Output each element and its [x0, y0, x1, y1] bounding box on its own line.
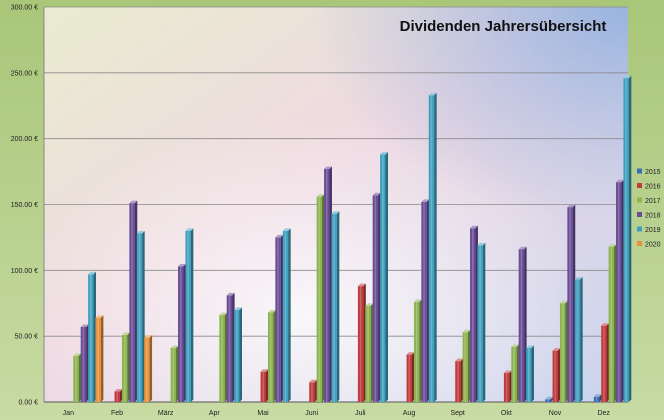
chart-title: Dividenden Jahrersübersicht — [400, 18, 607, 35]
legend-swatch — [637, 168, 642, 174]
x-tick-label: Juni — [305, 410, 318, 417]
bar-2015-Dez — [593, 394, 602, 402]
bar-2016-Juni — [309, 379, 318, 402]
bar-2017-Dez — [608, 244, 617, 402]
legend-swatch — [637, 183, 642, 188]
legend-item-2019: 2019 — [637, 226, 661, 234]
bar-2017-Okt — [511, 344, 520, 402]
bar-2016-Mai — [260, 369, 269, 402]
bar-2015-Nov — [545, 396, 554, 402]
y-tick-label: 100.00 € — [11, 268, 38, 275]
legend-label: 2015 — [645, 169, 661, 176]
bar-2018-Juli — [372, 192, 381, 402]
x-tick-label: Aug — [403, 410, 416, 417]
bar-2018-Juni — [324, 166, 332, 402]
bar-2017-Apr — [219, 312, 228, 402]
bar-2017-Feb — [121, 332, 130, 402]
x-tick-label: Nov — [549, 410, 562, 417]
bar-2019-Feb — [136, 230, 145, 402]
bar-2017-Sept — [462, 329, 471, 402]
legend-item-2016: 2016 — [637, 183, 661, 191]
legend-swatch — [637, 212, 642, 217]
bar-2016-Feb — [114, 388, 123, 402]
x-tick-label: Juli — [355, 410, 366, 417]
x-tick-label: Okt — [501, 410, 512, 417]
bar-2017-Nov — [559, 300, 568, 402]
legend-item-2017: 2017 — [637, 197, 661, 205]
bar-2019-Apr — [234, 307, 242, 402]
bar-2019-Juni — [331, 211, 340, 402]
bar-2018-Dez — [616, 179, 624, 402]
bar-2019-Sept — [477, 242, 486, 402]
bar-2017-Juli — [365, 303, 374, 402]
x-tick-label: Sept — [450, 410, 464, 417]
legend-swatch — [637, 241, 642, 246]
bar-2019-Dez — [623, 75, 632, 402]
legend-label: 2016 — [645, 184, 661, 191]
y-tick-label: 50.00 € — [15, 334, 38, 341]
x-tick-label: Feb — [111, 410, 123, 417]
x-axis-labels: Jan Feb März Apr Mai Juni Juli Aug Sept Okt Nov Dez — [63, 410, 611, 417]
legend-swatch — [637, 197, 642, 203]
legend: 2015 2016 2017 2018 2019 2020 — [637, 168, 661, 249]
bar-2019-Aug — [428, 92, 437, 402]
x-tick-label: Jan — [63, 410, 74, 417]
bar-2020-Feb — [144, 334, 153, 402]
bar-2016-Juli — [357, 283, 366, 402]
bar-2016-Nov — [552, 348, 561, 402]
bar-2017-Jan — [73, 353, 82, 402]
y-tick-label: 250.00 € — [11, 70, 38, 77]
bar-2019-Jan — [88, 271, 96, 402]
bar-2019-Juli — [380, 151, 388, 402]
x-tick-label: Mai — [257, 410, 269, 417]
bar-2018-Sept — [470, 225, 478, 402]
y-tick-label: 150.00 € — [11, 202, 38, 209]
legend-label: 2017 — [645, 198, 661, 205]
bar-2018-Jan — [80, 324, 89, 402]
bar-2018-Apr — [226, 292, 235, 402]
bar-2019-Okt — [526, 345, 534, 402]
x-tick-label: Dez — [597, 410, 610, 417]
x-tick-label: Apr — [209, 410, 221, 417]
legend-label: 2018 — [645, 213, 661, 220]
y-tick-label: 200.00 € — [11, 136, 38, 143]
bars — [73, 75, 632, 402]
bar-2016-Okt — [503, 370, 512, 402]
bar-2018-Mai — [275, 234, 284, 402]
bar-2018-März — [178, 263, 186, 402]
legend-item-2015: 2015 — [637, 168, 661, 176]
y-tick-label: 0.00 € — [19, 400, 39, 407]
legend-label: 2020 — [645, 242, 661, 249]
bar-2016-Dez — [601, 323, 610, 402]
bar-2016-Sept — [455, 358, 464, 402]
bar-2017-März — [170, 345, 179, 402]
bar-2019-März — [185, 228, 194, 402]
legend-swatch — [637, 226, 642, 232]
legend-item-2020: 2020 — [637, 241, 661, 249]
bar-2019-Mai — [282, 228, 291, 402]
bar-2018-Feb — [129, 200, 138, 402]
x-tick-label: März — [158, 410, 174, 417]
bar-2019-Nov — [574, 277, 583, 402]
bar-2018-Aug — [421, 199, 430, 402]
bar-2016-Aug — [406, 352, 415, 402]
bar-2017-Mai — [267, 309, 276, 402]
legend-label: 2019 — [645, 227, 661, 234]
bar-2020-Jan — [95, 315, 104, 402]
bar-2018-Nov — [567, 204, 576, 402]
bar-2017-Aug — [413, 299, 422, 402]
bar-2017-Juni — [316, 194, 325, 402]
legend-item-2018: 2018 — [637, 212, 661, 220]
bar-2018-Okt — [518, 246, 527, 402]
y-tick-label: 300.00 € — [11, 5, 38, 12]
